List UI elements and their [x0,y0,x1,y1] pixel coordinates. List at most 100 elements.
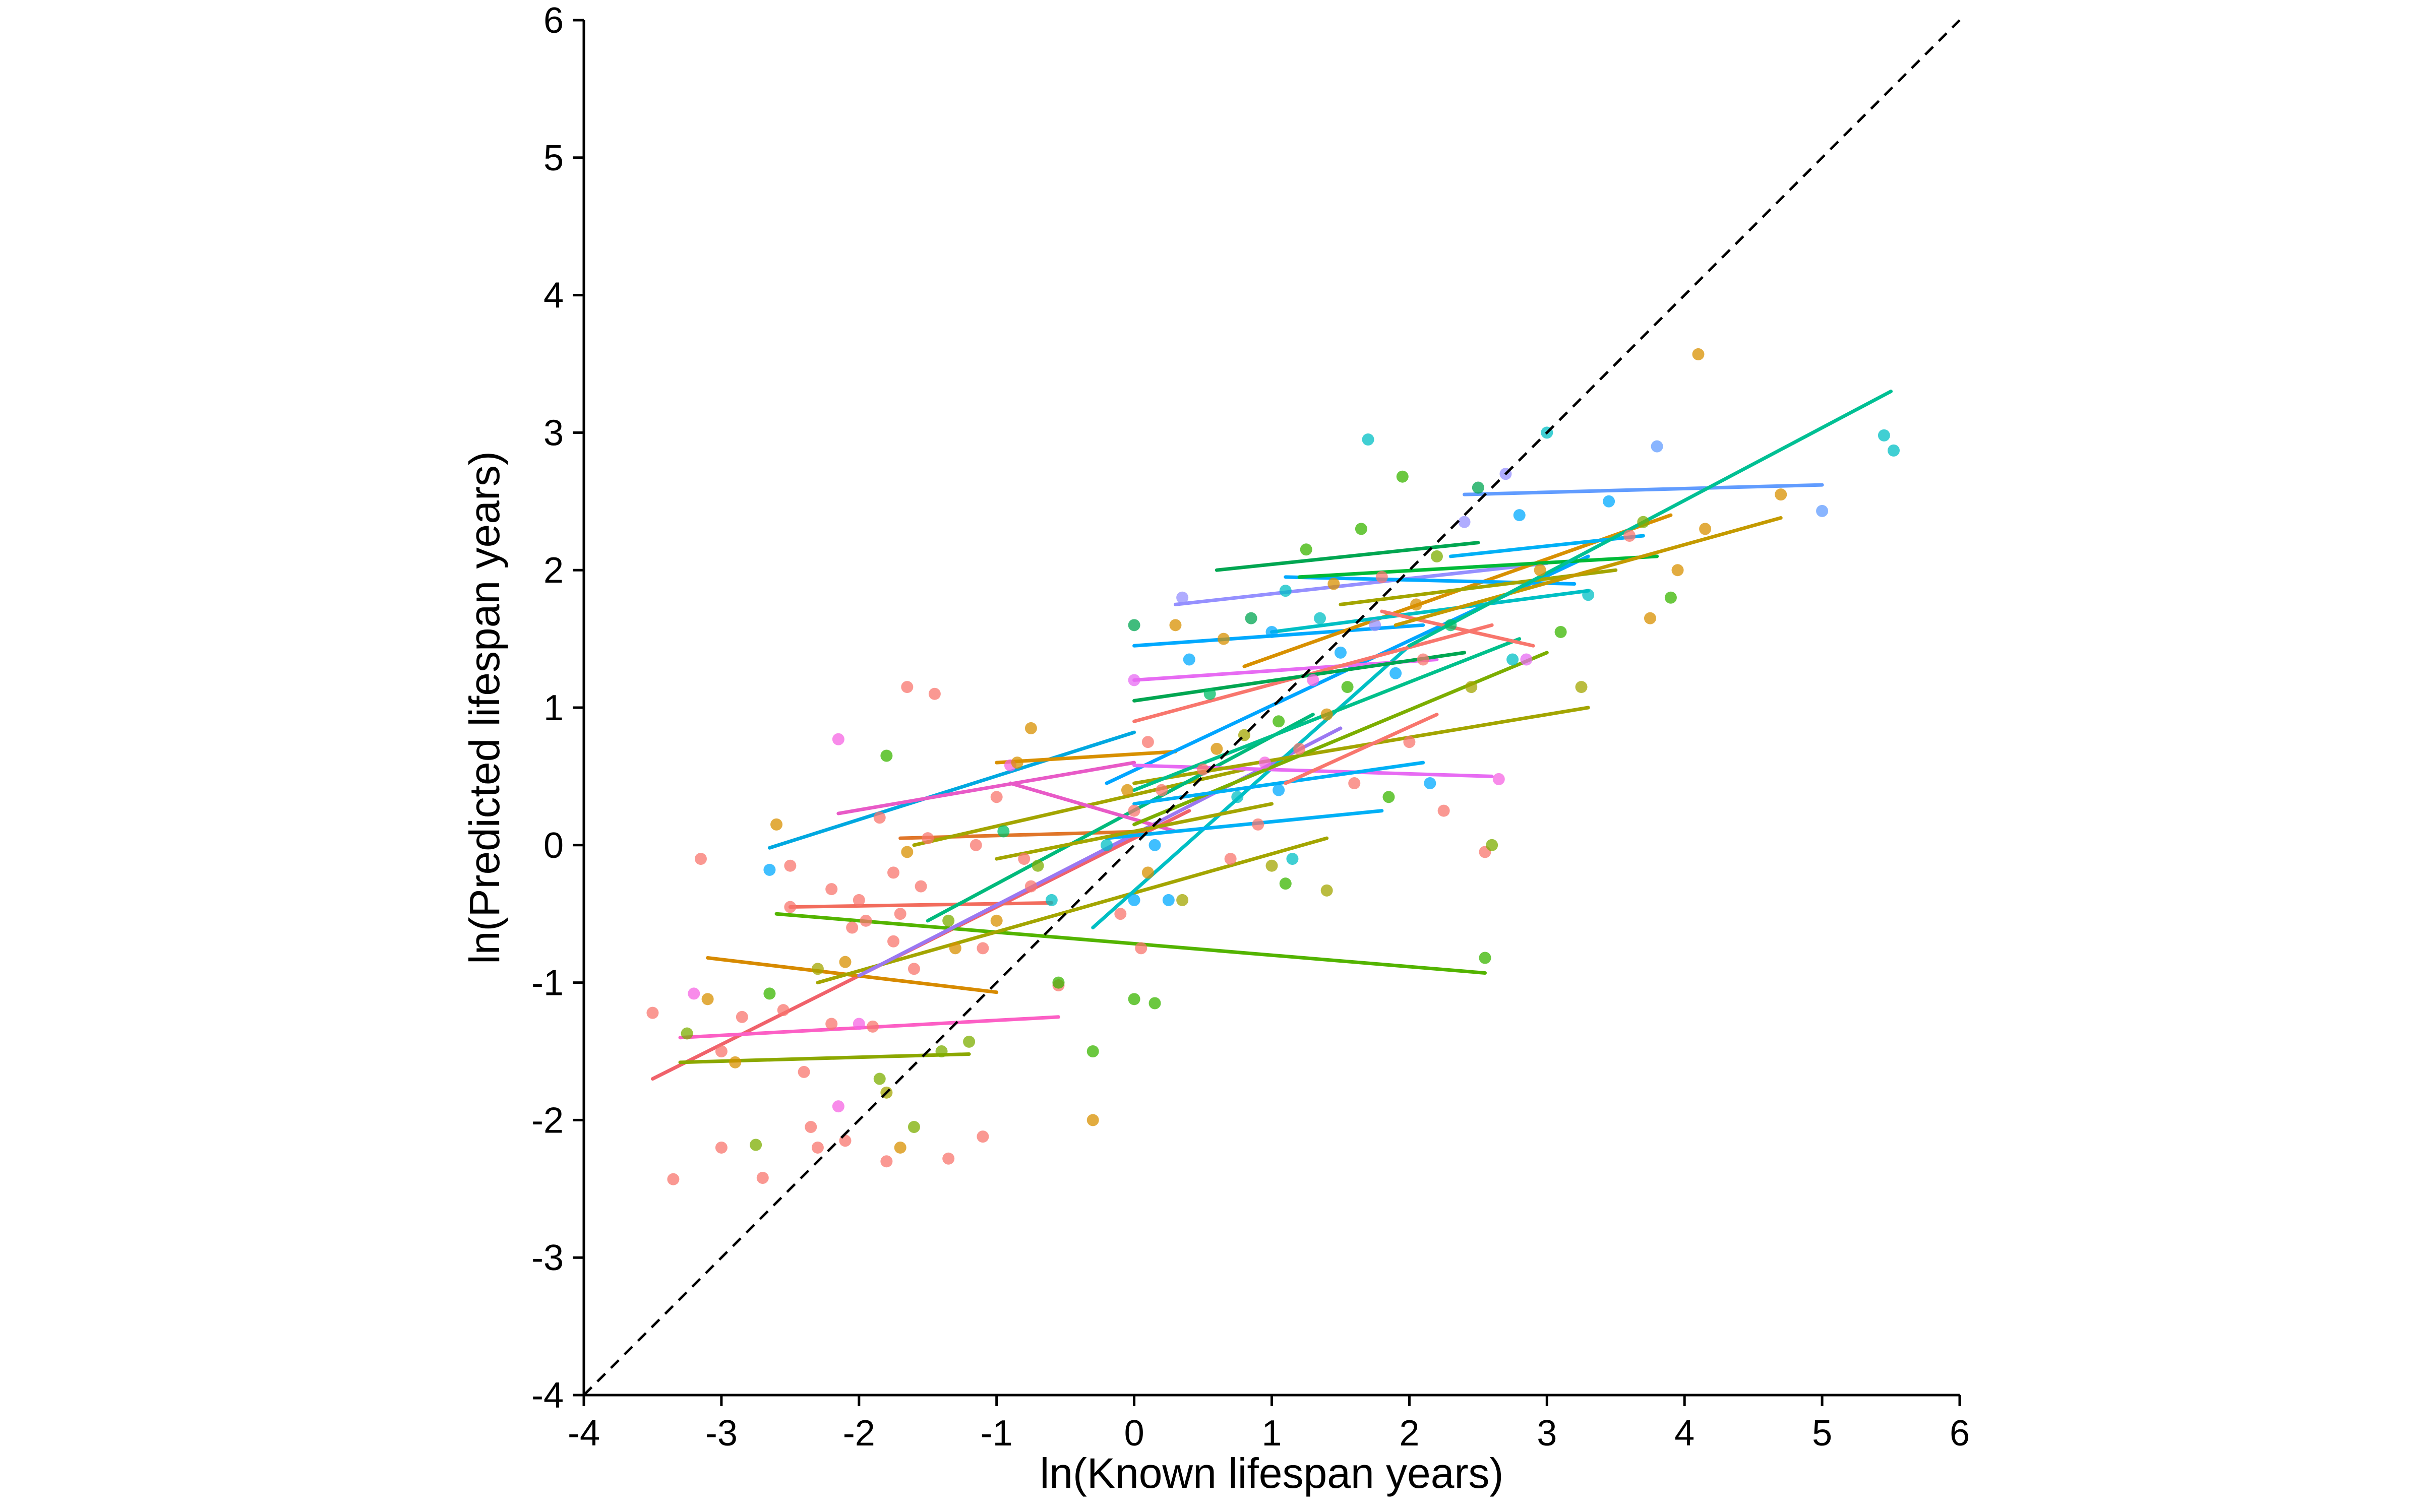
fit-lines [650,390,1893,1081]
y-tick-label-1: -4 [531,1375,564,1416]
data-point-93 [1211,742,1223,755]
data-point-63 [1018,853,1031,865]
data-point-13 [763,863,776,876]
data-point-52 [942,914,955,927]
data-point-69 [1052,976,1065,989]
data-point-102 [1265,625,1278,638]
data-point-127 [1417,653,1429,666]
data-point-22 [811,963,824,975]
data-point-137 [1486,839,1498,851]
data-point-34 [873,811,886,824]
data-point-56 [977,1130,989,1143]
data-point-24 [825,1018,838,1030]
fit-line-8 [788,901,1054,909]
data-point-103 [1273,715,1285,728]
x-axis-ticks: -4 -3 -2 -1 0 1 2 3 4 5 6 [568,1395,1970,1454]
data-point-132 [1458,516,1471,528]
data-point-151 [1644,612,1656,624]
data-point-35 [873,1073,886,1085]
data-point-106 [1279,877,1292,890]
data-point-146 [1575,681,1588,694]
fit-line-39 [1407,390,1893,648]
data-point-2 [667,1173,680,1185]
data-point-82 [1141,736,1154,748]
data-point-118 [1355,523,1367,535]
data-point-92 [1203,687,1216,700]
data-point-53 [949,942,961,955]
data-point-148 [1603,495,1615,508]
data-point-150 [1637,516,1650,528]
data-point-20 [805,1121,817,1133]
data-point-72 [1101,839,1113,851]
data-point-49 [928,687,941,700]
data-point-16 [777,1004,790,1017]
fit-line-14 [995,749,1177,765]
fit-line-40 [1284,713,1439,785]
x-tick-label-7: 2 [1399,1413,1419,1454]
data-point-156 [1699,523,1712,535]
y-axis-ticks: -4 -3 -2 -1 0 1 2 3 4 5 6 [531,1,584,1416]
data-point-9 [729,1056,742,1068]
data-point-133 [1465,681,1478,694]
fit-line-4 [678,1052,971,1064]
data-point-5 [694,853,707,865]
data-point-43 [901,681,914,694]
y-tick-label-10: 5 [543,138,564,178]
data-point-122 [1382,791,1395,803]
y-axis-title: ln(Predicted lifespan years) [461,451,508,964]
data-point-14 [763,987,776,1000]
data-point-157 [1775,488,1787,501]
data-point-4 [688,987,700,1000]
data-point-55 [970,839,982,851]
data-point-77 [1128,804,1140,817]
fit-line-2 [706,956,999,994]
data-point-125 [1403,736,1416,748]
identity-reference-line [583,19,1961,1396]
data-point-143 [1534,564,1546,577]
fit-line-6 [767,730,1136,850]
data-point-29 [846,921,859,934]
data-point-117 [1348,777,1361,790]
data-point-25 [832,733,844,745]
data-point-78 [1128,619,1140,632]
x-tick-label-10: 5 [1812,1413,1832,1454]
data-point-7 [715,1045,728,1057]
data-point-100 [1258,757,1271,769]
data-point-15 [770,818,783,831]
data-point-45 [908,1121,920,1133]
fit-line-17 [1105,809,1384,840]
data-point-98 [1245,612,1257,624]
data-point-107 [1286,853,1299,865]
data-point-75 [1128,993,1140,1005]
data-point-40 [887,935,900,948]
x-tick-label-8: 3 [1537,1413,1557,1454]
data-point-58 [990,791,1003,803]
data-point-112 [1320,708,1333,721]
data-point-76 [1128,894,1140,906]
data-point-79 [1128,674,1140,686]
data-point-129 [1430,550,1443,562]
x-tick-label-1: -4 [568,1413,600,1454]
data-point-121 [1375,571,1388,583]
data-point-131 [1444,619,1457,632]
data-point-134 [1472,481,1484,494]
fit-line-15 [1008,781,1177,834]
x-tick-label-9: 4 [1674,1413,1695,1454]
data-point-48 [922,832,934,845]
data-point-119 [1362,433,1374,446]
fit-line-31 [1270,589,1590,634]
data-point-38 [880,1155,893,1168]
data-point-154 [1671,564,1684,577]
x-tick-label-5: 0 [1124,1413,1144,1454]
data-point-8 [715,1141,728,1154]
data-point-36 [880,749,893,762]
data-point-141 [1513,509,1526,522]
data-point-67 [1045,894,1058,906]
fit-line-29 [1215,541,1480,572]
data-point-130 [1437,804,1450,817]
data-point-94 [1217,633,1230,645]
data-point-28 [839,956,852,968]
data-point-65 [1024,880,1037,893]
data-point-145 [1554,625,1567,638]
